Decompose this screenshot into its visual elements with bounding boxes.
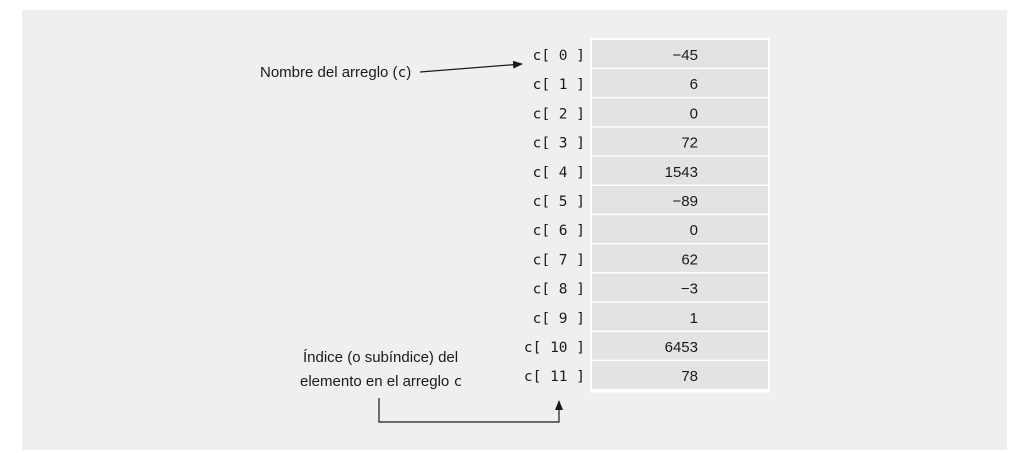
array-cell [592,361,768,389]
array-cell [592,302,768,331]
array-cell [592,98,768,127]
cell-value: 6 [690,76,698,93]
index-label: c[ 1 ] [533,77,585,93]
cell-value: 1543 [665,164,698,181]
index-label: c[ 0 ] [533,48,585,64]
array-cell [592,156,768,185]
array-cell [592,186,768,214]
cell-value: −89 [673,193,698,210]
cell-value: 1 [690,310,698,327]
index-labels: c[ 0 ] c[ 1 ] c[ 2 ] c[ 3 ] c[ 4 ] c[ 5 ] c[ 6… [524,48,585,385]
cell-value: −45 [673,47,698,64]
array-cell [592,40,768,68]
cell-value: 0 [690,105,698,122]
array-name-arrow [419,60,523,73]
index-label-var: c [453,374,462,390]
array-name-label: Nombre del arreglo (c) [260,64,411,81]
cell-value: 72 [681,135,698,152]
index-label: c[ 3 ] [533,136,585,152]
cell-value: 0 [690,222,698,239]
figure-background [22,10,1007,450]
array-cell [592,332,768,360]
array-cell [592,127,768,156]
cell-value: −3 [681,281,698,298]
index-label: c[ 10 ] [524,340,585,356]
index-label: c[ 6 ] [533,223,585,239]
index-label: c[ 8 ] [533,282,585,298]
index-label: c[ 2 ] [533,106,585,122]
cell-value: 62 [681,251,698,268]
array-cell [592,69,768,97]
array-cell [592,215,768,243]
array-cell [592,244,768,273]
cell-value: 6453 [665,339,698,356]
array-cell [592,273,768,302]
array-cells: −45 6 0 72 1543 −89 0 62 −3 1 6453 78 [590,38,770,393]
index-label: c[ 4 ] [533,165,585,181]
cell-value: 78 [681,368,698,385]
index-connector-arrow [378,398,563,423]
index-label: c[ 5 ] [533,194,585,210]
index-label: c[ 9 ] [533,311,585,327]
index-label: c[ 7 ] [533,252,585,268]
index-label-line2: elemento en el arreglo c [300,373,462,390]
array-name-var: c [398,65,407,81]
index-label: c[ 11 ] [524,369,585,385]
index-label-line1: Índice (o subíndice) del [303,349,458,366]
